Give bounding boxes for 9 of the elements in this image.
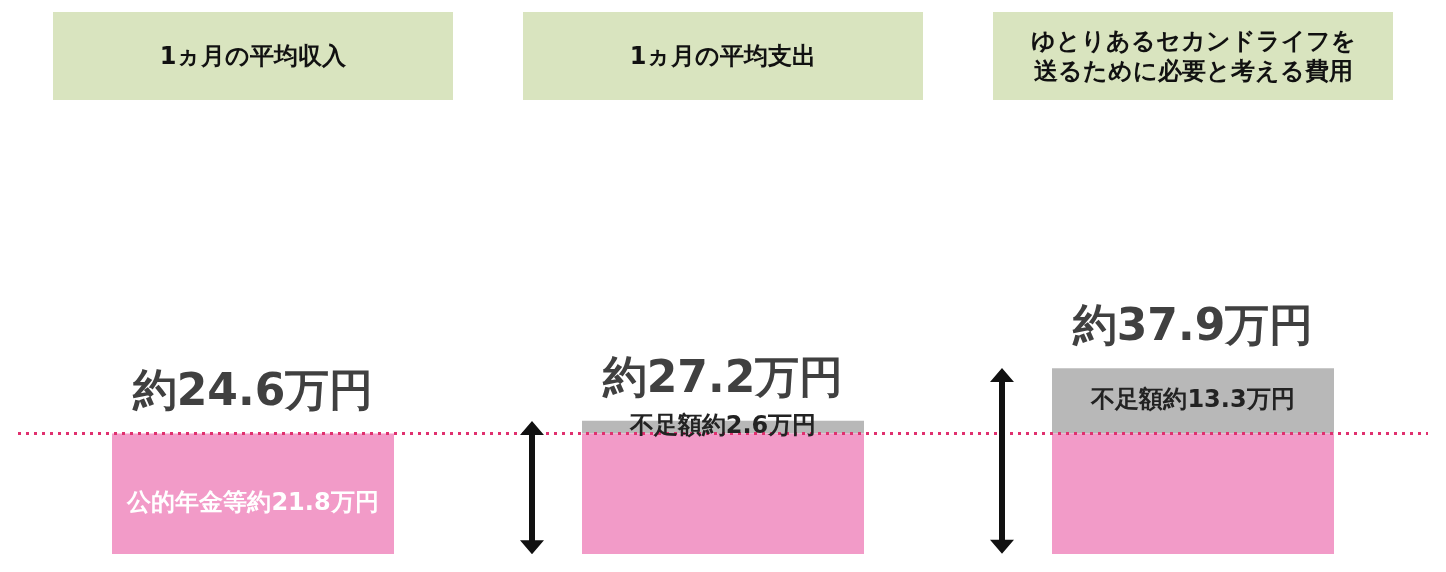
data-label: 不足額約13.3万円 <box>1090 385 1295 414</box>
x-tick-label: ゆとりあるセカンドライフを送るために必要と考える費用 <box>1029 26 1357 86</box>
x-tick-label: 1ヵ月の平均支出 <box>629 41 817 71</box>
x-tick-label: 1ヵ月の平均収入 <box>159 41 347 71</box>
annotation: 公的年金等約21.8万円 <box>126 488 379 517</box>
total-label: 約27.2万円 <box>601 351 844 403</box>
data-label: 不足額約2.6万円 <box>628 411 817 440</box>
total-label: 約24.6万円 <box>131 363 374 415</box>
total-label: 約37.9万円 <box>1071 298 1314 350</box>
